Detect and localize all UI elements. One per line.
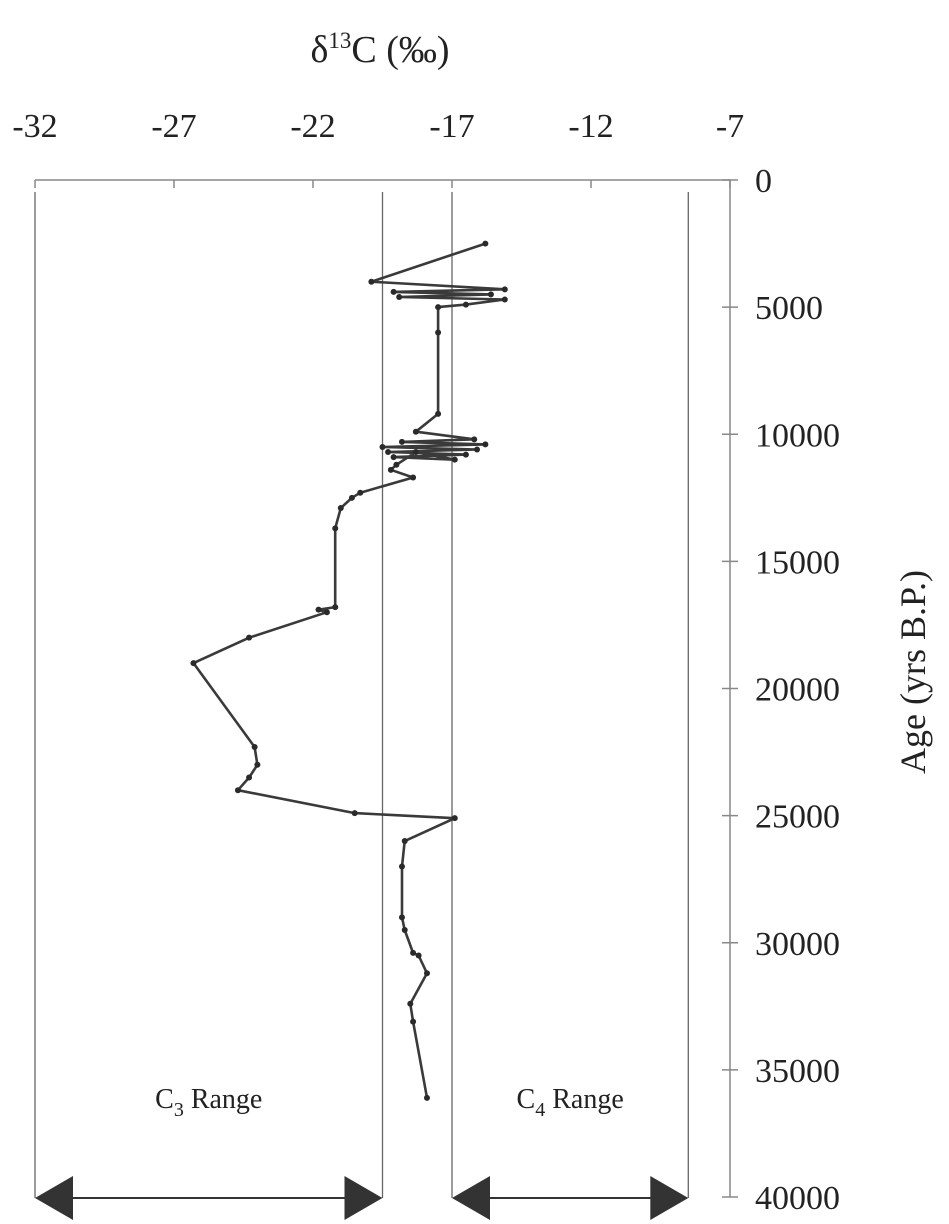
data-point [482,240,489,247]
data-point [234,787,241,794]
data-point [435,410,442,417]
axes: -32 -27 -22 -17 -12 -7 0 5000 10000 15000 20000 250… [12,108,840,1217]
data-point [190,660,197,667]
data-point [451,456,458,463]
data-point [368,278,375,285]
data-point [390,288,397,295]
x-tick-label: -27 [151,108,196,145]
data-point [323,609,330,616]
y-tick-label: 40000 [755,1180,840,1217]
y-axis-title: Age (yrs B.P.) [893,570,933,774]
data-point [462,301,469,308]
y-tick-label: 5000 [755,290,823,327]
y-tick-label: 0 [755,163,772,200]
x-tick-label: -32 [12,108,57,145]
data-point [396,293,403,300]
data-point [474,446,481,453]
data-point [332,604,339,611]
range-label: C3 Range [155,1084,262,1121]
data-point [410,949,417,956]
data-point [471,436,478,443]
range-arrowhead-left [452,1176,490,1220]
data-point [246,774,253,781]
range-label: C4 Range [517,1084,624,1121]
series-line [192,242,507,1099]
data-point [379,443,386,450]
data-point [401,838,408,845]
data-point [251,743,258,750]
data-point [390,454,397,461]
x-tick-label: -17 [429,108,474,145]
data-point [451,815,458,822]
data-point [393,461,400,468]
data-point [398,914,405,921]
data-point [410,474,417,481]
data-point [357,489,364,496]
data-point [435,329,442,336]
data-point [412,449,419,456]
data-point [487,291,494,298]
range-arrowhead-right [650,1176,689,1220]
y-tick-label: 15000 [755,544,840,581]
y-tick-label: 30000 [755,926,840,963]
data-point [387,466,394,473]
data-point [482,441,489,448]
data-point [246,634,253,641]
x-tick-label: -12 [568,108,613,145]
data-point [348,494,355,501]
range-arrowhead-right [344,1176,383,1220]
data-point [401,927,408,934]
x-axis-title: δ13C (‰) [310,28,449,71]
data-point [410,1018,417,1025]
data-point [398,438,405,445]
range-arrowhead-left [35,1176,73,1220]
x-tick-label: -22 [290,108,335,145]
data-point [337,504,344,511]
data-point [315,606,322,613]
data-point [501,286,508,293]
data-point [462,451,469,458]
data-point [407,1000,414,1007]
y-tick-label: 35000 [755,1053,840,1090]
data-point [332,525,339,532]
data-point [398,863,405,870]
y-tick-label: 25000 [755,799,840,836]
data-point [435,304,442,311]
data-point [501,296,508,303]
data-point [351,810,358,817]
data-point [254,761,261,768]
y-tick-label: 10000 [755,417,840,454]
range-guides: C3 Range C4 Range [34,192,689,1220]
series [190,240,508,1101]
data-point [385,449,392,456]
y-tick-label: 20000 [755,672,840,709]
data-point [423,1094,430,1101]
x-tick-label: -7 [716,108,744,145]
data-point [415,952,422,959]
data-point [412,428,419,435]
data-point [423,970,430,977]
